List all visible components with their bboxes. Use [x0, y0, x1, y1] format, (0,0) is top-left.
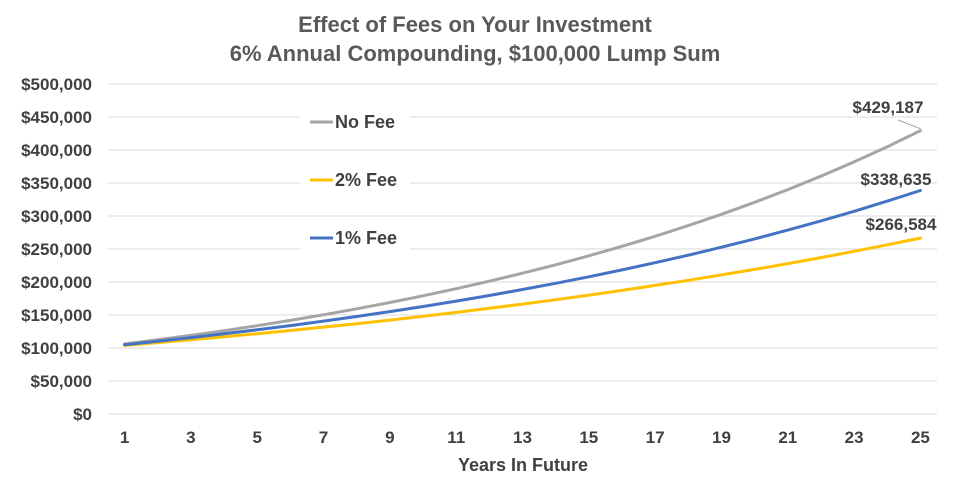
legend-label: 1% Fee — [335, 228, 397, 248]
chart-subtitle: 6% Annual Compounding, $100,000 Lump Sum — [230, 41, 721, 66]
gridlines — [108, 83, 937, 415]
x-tick-label: 3 — [186, 428, 195, 447]
x-tick-label: 17 — [646, 428, 665, 447]
x-tick-label: 21 — [778, 428, 797, 447]
x-tick-label: 7 — [319, 428, 328, 447]
y-axis-tick-labels: $0 $50,000 $100,000 $150,000 $200,000 $250,00… — [21, 75, 92, 424]
x-axis-label: Years In Future — [458, 455, 588, 475]
y-tick-label: $100,000 — [21, 339, 92, 358]
y-tick-label: $300,000 — [21, 207, 92, 226]
x-tick-label: 11 — [447, 428, 465, 447]
x-tick-label: 25 — [911, 428, 930, 447]
legend-label: No Fee — [335, 112, 395, 132]
y-tick-label: $0 — [73, 405, 92, 424]
x-tick-label: 5 — [252, 428, 261, 447]
x-axis-tick-labels: 1 3 5 7 9 11 13 15 17 19 21 23 25 — [120, 428, 930, 447]
y-tick-label: $250,000 — [21, 240, 92, 259]
legend-label: 2% Fee — [335, 170, 397, 190]
legend-item-1-fee: 1% Fee — [300, 226, 410, 250]
x-tick-label: 23 — [845, 428, 864, 447]
x-tick-label: 13 — [513, 428, 532, 447]
data-label-1-fee: $338,635 — [861, 170, 932, 189]
data-label-2-fee: $266,584 — [866, 215, 937, 234]
legend-item-no-fee: No Fee — [300, 110, 410, 134]
data-label-leader — [897, 119, 921, 130]
y-tick-label: $50,000 — [31, 372, 92, 391]
series-lines — [123, 129, 922, 347]
chart-title: Effect of Fees on Your Investment — [298, 12, 652, 37]
y-tick-label: $200,000 — [21, 273, 92, 292]
legend-item-2-fee: 2% Fee — [300, 168, 410, 192]
y-tick-label: $400,000 — [21, 141, 92, 160]
legend: No Fee 2% Fee 1% Fee — [300, 110, 410, 250]
y-tick-label: $450,000 — [21, 108, 92, 127]
x-tick-label: 9 — [385, 428, 394, 447]
x-tick-label: 15 — [579, 428, 598, 447]
y-tick-label: $150,000 — [21, 306, 92, 325]
series-line-no-fee — [123, 129, 922, 346]
series-end-labels: $429,187 $266,584 $338,635 — [853, 98, 937, 234]
x-tick-label: 19 — [712, 428, 731, 447]
x-tick-label: 1 — [120, 428, 129, 447]
y-tick-label: $500,000 — [21, 75, 92, 94]
series-line-2-fee — [123, 236, 922, 347]
series-line-1-fee — [123, 189, 922, 347]
data-label-no-fee: $429,187 — [853, 98, 924, 117]
y-tick-label: $350,000 — [21, 174, 92, 193]
